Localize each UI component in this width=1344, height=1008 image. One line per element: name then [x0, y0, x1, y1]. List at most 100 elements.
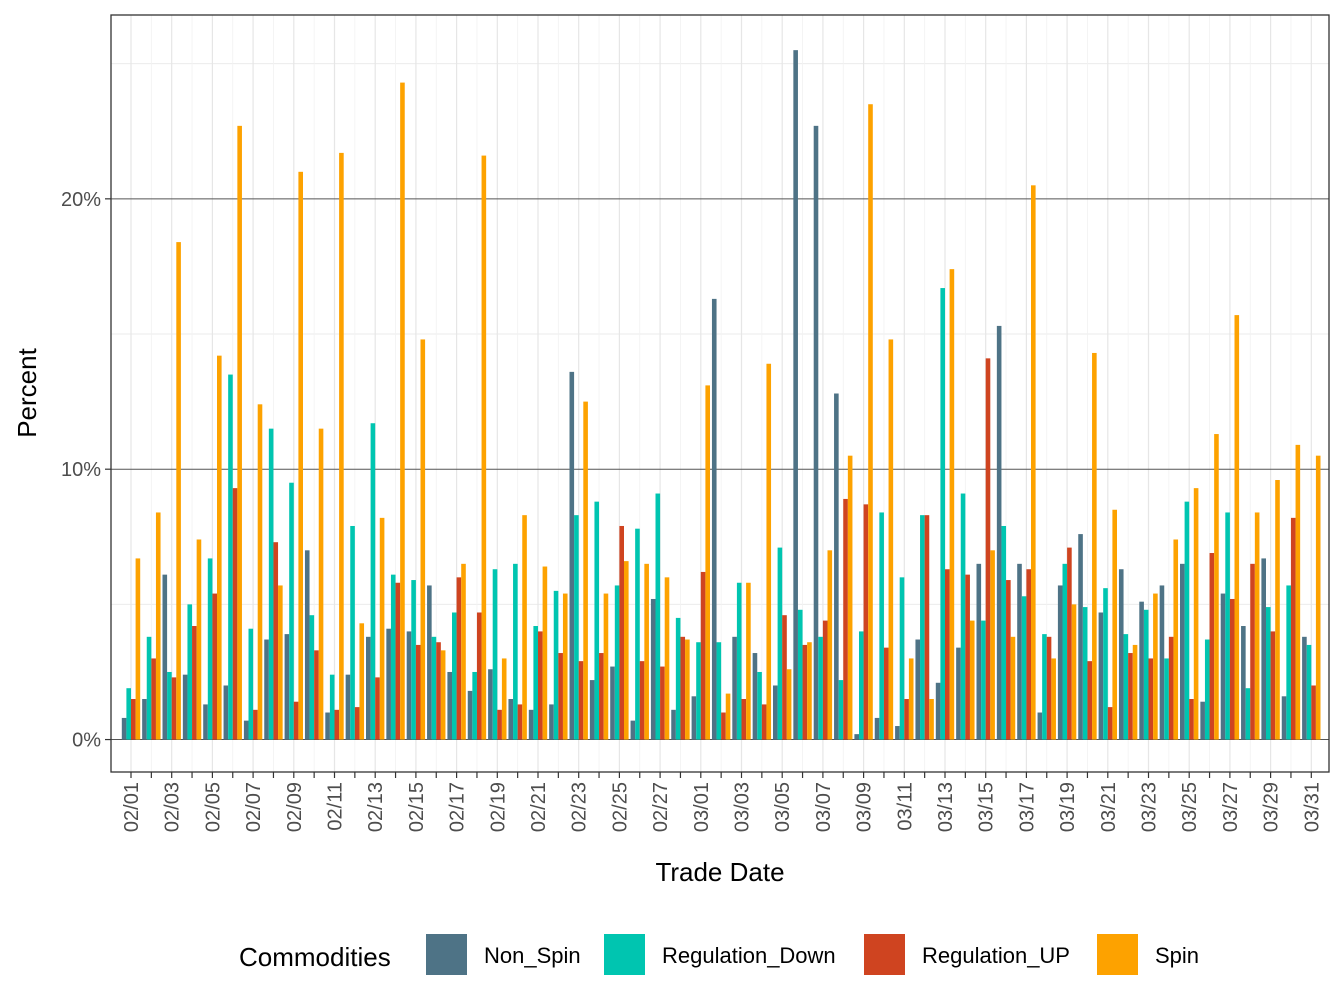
bar-regulation-down — [1123, 634, 1129, 740]
bar-spin — [1214, 434, 1219, 740]
legend-key-regulation-down — [604, 934, 645, 975]
bar-regulation-up — [436, 642, 441, 740]
bar-regulation-down — [431, 636, 437, 740]
bar-regulation-up — [599, 653, 604, 740]
bar-regulation-up — [558, 653, 563, 740]
x-tick-label: 03/23 — [1139, 782, 1161, 832]
bar-non-spin — [895, 726, 900, 740]
x-tick-label: 03/17 — [1016, 782, 1038, 832]
bar-spin — [359, 623, 365, 740]
bar-non-spin — [1118, 569, 1124, 740]
bar-regulation-down — [1001, 525, 1007, 740]
bar-regulation-up — [415, 644, 421, 740]
x-tick-label: 03/09 — [854, 782, 876, 832]
y-tick-label: 0% — [72, 730, 101, 752]
bar-spin — [624, 561, 629, 740]
bar-regulation-down — [146, 636, 152, 740]
bar-non-spin — [1200, 701, 1205, 740]
bar-spin — [176, 242, 181, 740]
bar-spin — [664, 577, 670, 740]
bar-regulation-down — [1306, 644, 1312, 740]
bar-regulation-down — [167, 671, 172, 740]
bar-regulation-up — [1087, 661, 1093, 740]
bar-regulation-up — [538, 631, 543, 740]
x-tick-label: 03/27 — [1220, 782, 1242, 832]
bar-regulation-up — [1006, 580, 1011, 740]
bar-regulation-down — [1082, 607, 1088, 740]
legend-label: Non_Spin — [484, 943, 581, 968]
legend-key-regulation-up — [864, 934, 905, 975]
bar-regulation-down — [675, 617, 681, 740]
bar-non-spin — [1057, 585, 1063, 740]
bar-regulation-down — [1204, 639, 1210, 740]
bar-spin — [481, 155, 487, 740]
bar-non-spin — [671, 709, 676, 740]
bar-non-spin — [1241, 626, 1246, 740]
bar-regulation-up — [741, 699, 747, 740]
bar-regulation-up — [904, 699, 909, 740]
legend-label: Regulation_UP — [922, 943, 1070, 968]
bar-non-spin — [793, 50, 798, 740]
bar-regulation-down — [390, 574, 396, 740]
bar-non-spin — [569, 371, 575, 740]
bar-spin — [1153, 593, 1158, 740]
bar-non-spin — [813, 125, 819, 740]
bar-regulation-up — [253, 709, 258, 740]
bar-non-spin — [1139, 601, 1144, 740]
bar-non-spin — [1098, 612, 1104, 740]
bar-regulation-down — [635, 528, 640, 740]
bar-regulation-down — [350, 525, 355, 740]
bar-non-spin — [223, 685, 229, 740]
bar-spin — [1254, 512, 1260, 740]
bar-spin — [155, 512, 161, 740]
bar-spin — [685, 639, 690, 740]
bar-spin — [1173, 539, 1179, 740]
x-tick-label: 03/19 — [1057, 782, 1079, 832]
bar-regulation-down — [859, 631, 864, 740]
bar-regulation-down — [1225, 512, 1230, 740]
bar-regulation-down — [757, 671, 762, 740]
bar-regulation-down — [1164, 658, 1169, 740]
x-tick-label: 02/19 — [487, 782, 509, 832]
bar-spin — [583, 401, 588, 740]
bar-non-spin — [976, 563, 982, 740]
bar-regulation-down — [187, 604, 193, 740]
bar-regulation-down — [1184, 501, 1190, 740]
bar-regulation-up — [843, 498, 848, 740]
bar-non-spin — [304, 550, 310, 740]
bar-spin — [746, 582, 751, 740]
bar-spin — [766, 363, 772, 740]
bar-spin — [379, 517, 385, 740]
y-axis: 0% 10% 20% — [61, 189, 111, 752]
bar-regulation-up — [517, 704, 523, 740]
bar-non-spin — [854, 734, 859, 740]
bar-spin — [522, 515, 527, 740]
bar-regulation-down — [1103, 588, 1108, 740]
bar-regulation-up — [375, 677, 380, 740]
bar-non-spin — [935, 682, 941, 740]
bar-regulation-up — [212, 593, 217, 740]
bar-regulation-down — [594, 501, 600, 740]
bar-regulation-up — [232, 488, 238, 740]
bar-spin — [400, 82, 405, 740]
bar-spin — [135, 558, 141, 740]
bar-regulation-down — [655, 493, 661, 740]
bar-regulation-down — [838, 680, 844, 740]
bar-spin — [1234, 315, 1240, 740]
bar-regulation-down — [797, 609, 803, 740]
bar-non-spin — [182, 674, 188, 740]
bar-spin — [542, 566, 548, 740]
legend-key-spin — [1097, 934, 1138, 975]
legend-key-non-spin — [426, 934, 467, 975]
x-tick-label: 02/23 — [569, 782, 591, 832]
bar-regulation-down — [207, 558, 213, 740]
bar-regulation-up — [395, 582, 401, 740]
bar-regulation-down — [960, 493, 966, 740]
bar-non-spin — [630, 720, 636, 740]
bar-non-spin — [121, 717, 127, 740]
bar-regulation-down — [736, 582, 742, 740]
bar-spin — [501, 658, 507, 740]
bar-spin — [868, 104, 873, 740]
bar-spin — [298, 171, 303, 740]
bar-non-spin — [508, 699, 514, 740]
